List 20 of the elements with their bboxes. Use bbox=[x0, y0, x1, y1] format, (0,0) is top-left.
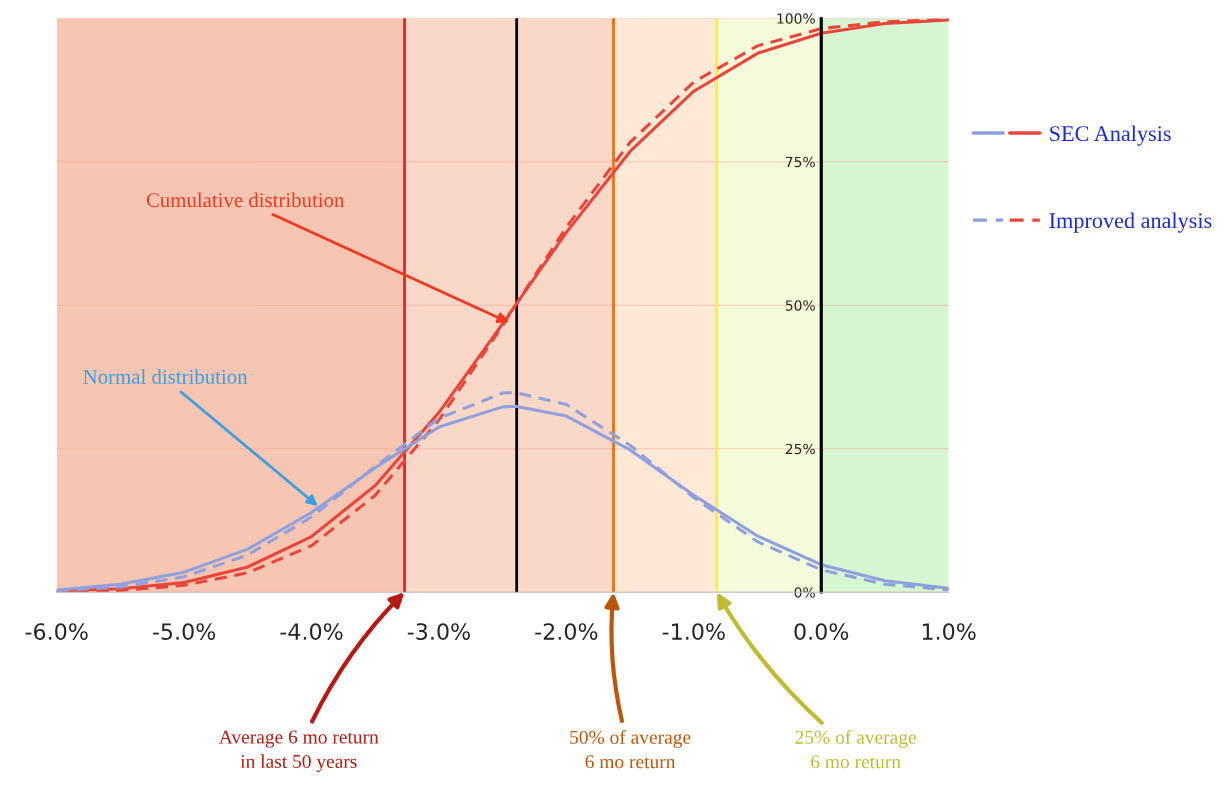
legend-label: Improved analysis bbox=[1049, 212, 1212, 233]
annotation: Average 6 mo return in last 50 years bbox=[218, 730, 379, 773]
x-tick-label: 0.0% bbox=[794, 623, 849, 640]
y-tick-label: 100% bbox=[777, 13, 815, 24]
y-tick-label: 0% bbox=[794, 587, 815, 598]
x-tick-label: -4.0% bbox=[280, 623, 343, 640]
x-tick-label: -1.0% bbox=[662, 623, 725, 640]
y-tick-label: 75% bbox=[785, 156, 815, 168]
annotation: 25% of average 6 mo return bbox=[795, 729, 916, 769]
annotation: Cumulative distribution bbox=[146, 192, 345, 208]
y-tick-label: 25% bbox=[785, 443, 815, 455]
x-tick-label: -2.0% bbox=[535, 623, 598, 640]
legend-label: SEC Analysis bbox=[1050, 125, 1171, 146]
annotation: 50% of average 6 mo return bbox=[570, 729, 691, 769]
x-tick-label: -6.0% bbox=[25, 623, 88, 640]
x-tick-label: 1.0% bbox=[922, 623, 976, 640]
x-tick-label: -5.0% bbox=[152, 623, 216, 640]
x-tick-label: -3.0% bbox=[407, 623, 470, 640]
y-tick-label: 50% bbox=[785, 300, 815, 311]
annotation: Normal distribution bbox=[83, 369, 248, 384]
